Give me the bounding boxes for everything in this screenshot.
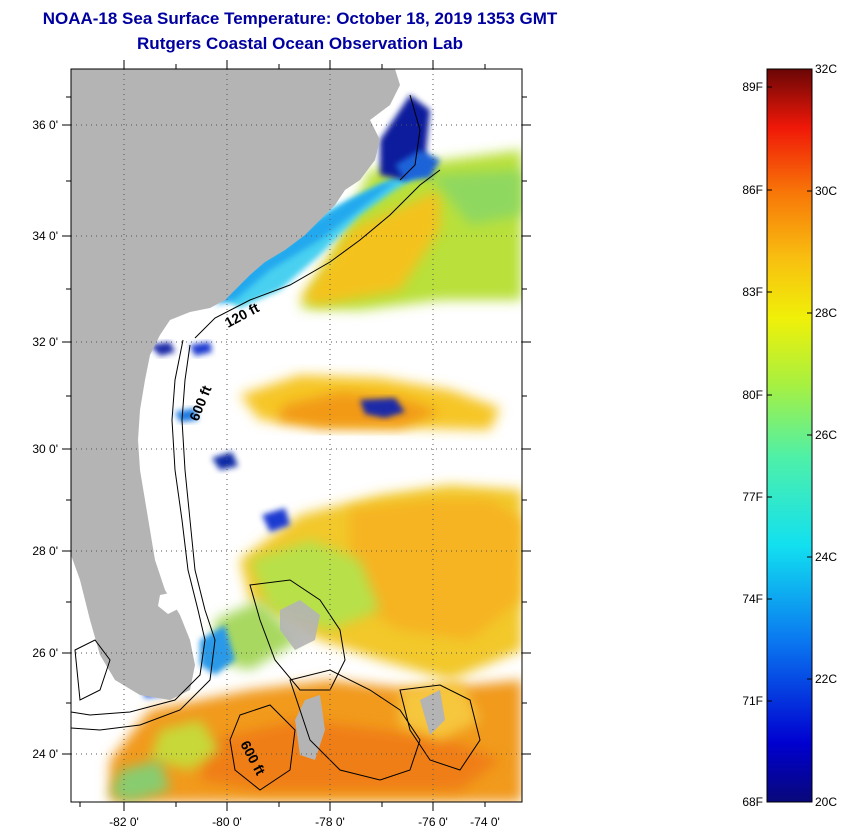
colorbar-c-label: 32C <box>815 62 837 76</box>
lon-label: -80 0' <box>212 815 242 829</box>
map-title: NOAA-18 Sea Surface Temperature: October… <box>42 9 558 28</box>
colorbar-f-label: 80F <box>742 388 763 402</box>
lat-label: 34 0' <box>32 229 58 243</box>
lon-label: -82 0' <box>109 815 139 829</box>
lat-label: 36 0' <box>32 118 58 132</box>
lat-label: 28 0' <box>32 544 58 558</box>
lon-label: -78 0' <box>315 815 345 829</box>
lat-label: 24 0' <box>32 747 58 761</box>
lon-label: -74 0' <box>470 815 500 829</box>
land-mass <box>71 69 445 760</box>
colorbar-c-label: 20C <box>815 795 837 809</box>
map-frame <box>70 68 523 803</box>
colorbar-ticks <box>767 68 812 702</box>
lon-label: -76 0' <box>418 815 448 829</box>
lat-label: 26 0' <box>32 646 58 660</box>
bathymetry-contours <box>71 94 481 791</box>
colorbar-c-label: 30C <box>815 184 837 198</box>
colorbar-f-label: 83F <box>742 285 763 299</box>
celsius-labels: 32C 30C 28C 26C 24C 22C 20C <box>815 62 837 809</box>
colorbar-c-label: 26C <box>815 428 837 442</box>
colorbar-f-label: 86F <box>742 183 763 197</box>
map-area: 120 ft 600 ft 600 ft <box>71 69 522 802</box>
colorbar-f-label: 68F <box>742 795 763 809</box>
colorbar-f-label: 77F <box>742 490 763 504</box>
sst-field <box>110 95 522 802</box>
latitude-labels: 36 0' 34 0' 32 0' 30 0' 28 0' 26 0' 24 0… <box>32 118 58 761</box>
map-grid <box>71 69 522 802</box>
lat-label: 30 0' <box>32 442 58 456</box>
lat-label: 32 0' <box>32 335 58 349</box>
colorbar-c-label: 24C <box>815 550 837 564</box>
map-ticks <box>62 60 531 811</box>
colorbar-gradient <box>766 68 813 803</box>
colorbar-c-label: 28C <box>815 306 837 320</box>
colorbar-c-label: 22C <box>815 672 837 686</box>
colorbar-f-label: 71F <box>742 694 763 708</box>
colorbar-f-label: 89F <box>742 80 763 94</box>
fahrenheit-labels: 89F 86F 83F 80F 77F 74F 71F 68F <box>742 80 763 809</box>
map-subtitle: Rutgers Coastal Ocean Observation Lab <box>137 34 463 53</box>
longitude-labels: -82 0' -80 0' -78 0' -76 0' -74 0' <box>109 815 500 829</box>
colorbar-f-label: 74F <box>742 592 763 606</box>
